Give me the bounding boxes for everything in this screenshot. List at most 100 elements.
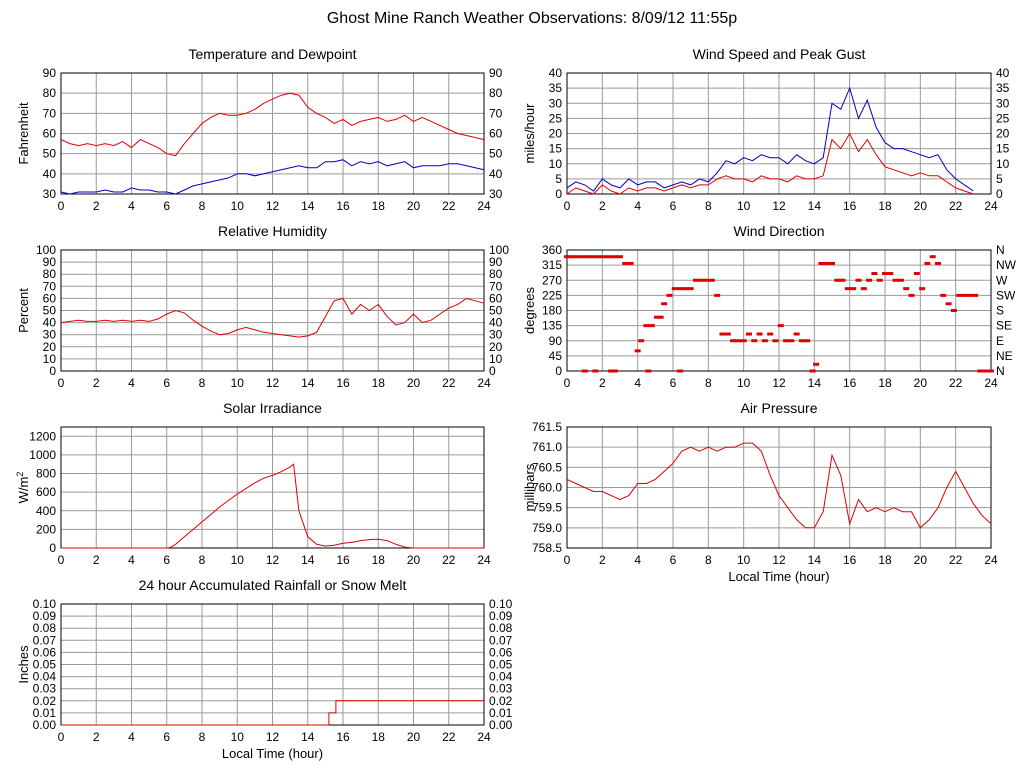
data-point <box>809 369 816 373</box>
x-tick-label: 2 <box>599 553 606 567</box>
y-tick-label: 30 <box>549 96 563 110</box>
y-tick-label: 35 <box>549 81 563 95</box>
chart-title: Temperature and Dewpoint <box>188 46 356 62</box>
x-tick-label: 20 <box>914 376 928 390</box>
y-tick-label-right: 0.07 <box>489 633 513 647</box>
x-tick-label: 2 <box>93 730 100 744</box>
chart-title: 24 hour Accumulated Rainfall or Snow Mel… <box>139 577 407 593</box>
x-tick-label: 8 <box>199 553 206 567</box>
data-point <box>961 293 968 297</box>
x-tick-label: 12 <box>266 730 280 744</box>
x-tick-label: 18 <box>878 376 892 390</box>
data-point <box>703 278 710 282</box>
x-tick-label: 14 <box>808 553 822 567</box>
x-tick-label: 20 <box>914 199 928 213</box>
x-axis-label: Local Time (hour) <box>222 746 323 761</box>
data-point <box>634 349 641 353</box>
data-point <box>871 272 878 276</box>
y-tick-label: 758.5 <box>532 541 562 555</box>
y-tick-label-right: 40 <box>489 316 503 330</box>
x-tick-label: 24 <box>984 376 998 390</box>
y-tick-label-right: 0.10 <box>489 597 513 611</box>
y-tick-label: 0 <box>555 364 562 378</box>
data-point <box>772 339 779 343</box>
x-tick-label: 20 <box>407 376 421 390</box>
y-tick-label: 270 <box>542 273 562 287</box>
x-tick-label: 24 <box>984 199 998 213</box>
data-point <box>617 255 623 259</box>
data-point <box>977 369 984 373</box>
y-tick-label: 10 <box>43 352 57 366</box>
data-point <box>866 278 873 282</box>
y-tick-label: 760.0 <box>532 481 562 495</box>
x-tick-label: 12 <box>772 553 786 567</box>
data-point <box>592 369 599 373</box>
y-tick-label: 0.03 <box>33 682 57 696</box>
x-tick-label: 18 <box>878 199 892 213</box>
y-tick-label-right: N <box>996 364 1005 378</box>
x-tick-label: 0 <box>564 199 571 213</box>
x-tick-label: 12 <box>266 376 280 390</box>
series-wind-speed-line <box>566 132 974 195</box>
y-tick-label-right: 90 <box>489 255 503 269</box>
x-tick-label: 10 <box>231 553 245 567</box>
data-point <box>756 332 763 336</box>
y-tick-label: 0.00 <box>33 718 57 732</box>
plot-frame <box>60 426 485 549</box>
y-tick-label: 0.09 <box>33 609 57 623</box>
y-tick-label: 25 <box>549 111 563 125</box>
y-tick-label: 225 <box>542 288 562 302</box>
data-point <box>735 339 742 343</box>
y-tick-label: 761.0 <box>532 440 562 454</box>
y-tick-label-right: 30 <box>489 187 503 201</box>
y-tick-label: 20 <box>549 127 563 141</box>
x-tick-label: 10 <box>737 376 751 390</box>
chart-title: Air Pressure <box>740 400 817 416</box>
data-point <box>643 324 650 328</box>
plot-frame <box>566 72 992 195</box>
data-point <box>677 369 684 373</box>
y-tick-label: 70 <box>43 106 57 120</box>
data-point <box>913 272 920 276</box>
y-tick-label-right: 0.03 <box>489 682 513 696</box>
data-point <box>574 255 581 259</box>
data-point <box>793 332 800 336</box>
x-tick-label: 18 <box>878 553 892 567</box>
data-point <box>945 302 952 306</box>
x-tick-label: 16 <box>843 553 857 567</box>
y-tick-label: 90 <box>43 255 57 269</box>
x-tick-label: 22 <box>442 199 456 213</box>
data-point <box>611 369 618 373</box>
y-tick-label: 400 <box>36 504 56 518</box>
data-point <box>897 278 904 282</box>
y-tick-label-right: 35 <box>996 81 1010 95</box>
x-tick-label: 24 <box>477 553 491 567</box>
x-tick-label: 14 <box>808 376 822 390</box>
series-accumulated-rainfall-line <box>61 700 484 726</box>
y-tick-label-right: 30 <box>996 96 1010 110</box>
series-wind-direction <box>564 255 994 373</box>
data-point <box>788 339 795 343</box>
data-point <box>850 287 857 291</box>
y-tick-label-right: 10 <box>996 157 1010 171</box>
x-tick-label: 6 <box>163 199 170 213</box>
y-tick-label: 0.10 <box>33 597 57 611</box>
data-point <box>682 287 689 291</box>
data-point <box>887 272 894 276</box>
x-tick-label: 14 <box>301 199 315 213</box>
data-point <box>761 339 768 343</box>
y-tick-label-right: 70 <box>489 279 503 293</box>
y-axis-label-text: degrees <box>522 287 537 334</box>
x-tick-label: 6 <box>670 199 677 213</box>
y-tick-label: 0.01 <box>33 706 57 720</box>
chart-title: Wind Speed and Peak Gust <box>693 46 866 62</box>
y-tick-label-right: 70 <box>489 106 503 120</box>
y-tick-label-right: 80 <box>489 86 503 100</box>
y-tick-label: 60 <box>43 291 57 305</box>
data-point <box>908 293 915 297</box>
data-point <box>751 339 758 343</box>
x-tick-label: 20 <box>407 553 421 567</box>
data-point <box>745 332 752 336</box>
